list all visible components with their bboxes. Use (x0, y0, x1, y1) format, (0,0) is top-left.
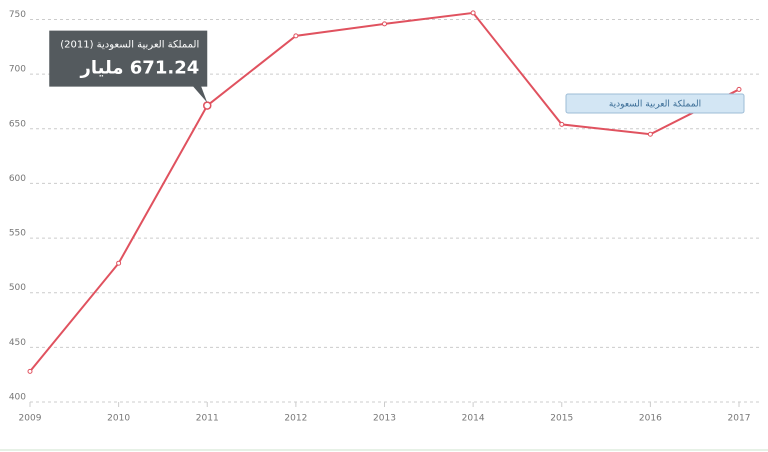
data-point (647, 131, 653, 137)
tooltip-title: المملكة العربية السعودية (2011) (60, 40, 199, 51)
data-point (736, 86, 742, 92)
y-tick-label: 450 (9, 338, 26, 348)
y-tick-label: 750 (9, 10, 26, 20)
x-tick-label: 2012 (284, 414, 307, 424)
tooltip: المملكة العربية السعودية (2011) 671.24 مل… (49, 30, 208, 103)
data-point (203, 101, 212, 110)
y-tick-label: 600 (9, 174, 26, 184)
y-tick-label: 400 (9, 393, 26, 403)
tooltip-box (49, 30, 208, 103)
x-tick-label: 2011 (196, 414, 219, 424)
data-point (382, 21, 387, 27)
data-point (470, 10, 476, 16)
x-tick-label: 2015 (550, 414, 573, 424)
data-point (559, 121, 565, 127)
data-point (27, 368, 33, 374)
x-tick-label: 2009 (19, 414, 42, 424)
y-tick-label: 550 (9, 229, 26, 239)
x-tick-label: 2016 (639, 414, 662, 424)
tooltip-value: 671.24 مليار (80, 58, 200, 79)
legend-box[interactable] (565, 93, 745, 114)
x-tick-label: 2017 (728, 414, 751, 424)
data-point (116, 260, 122, 266)
x-tick-label: 2014 (462, 414, 485, 424)
y-tick-label: 700 (9, 65, 26, 75)
y-tick-label: 650 (9, 119, 26, 129)
x-tick-label: 2010 (107, 414, 130, 424)
data-point (293, 33, 299, 39)
x-tick-label: 2013 (373, 414, 396, 424)
y-tick-label: 500 (9, 283, 26, 293)
legend-label: المملكة العربية السعودية (609, 100, 701, 110)
